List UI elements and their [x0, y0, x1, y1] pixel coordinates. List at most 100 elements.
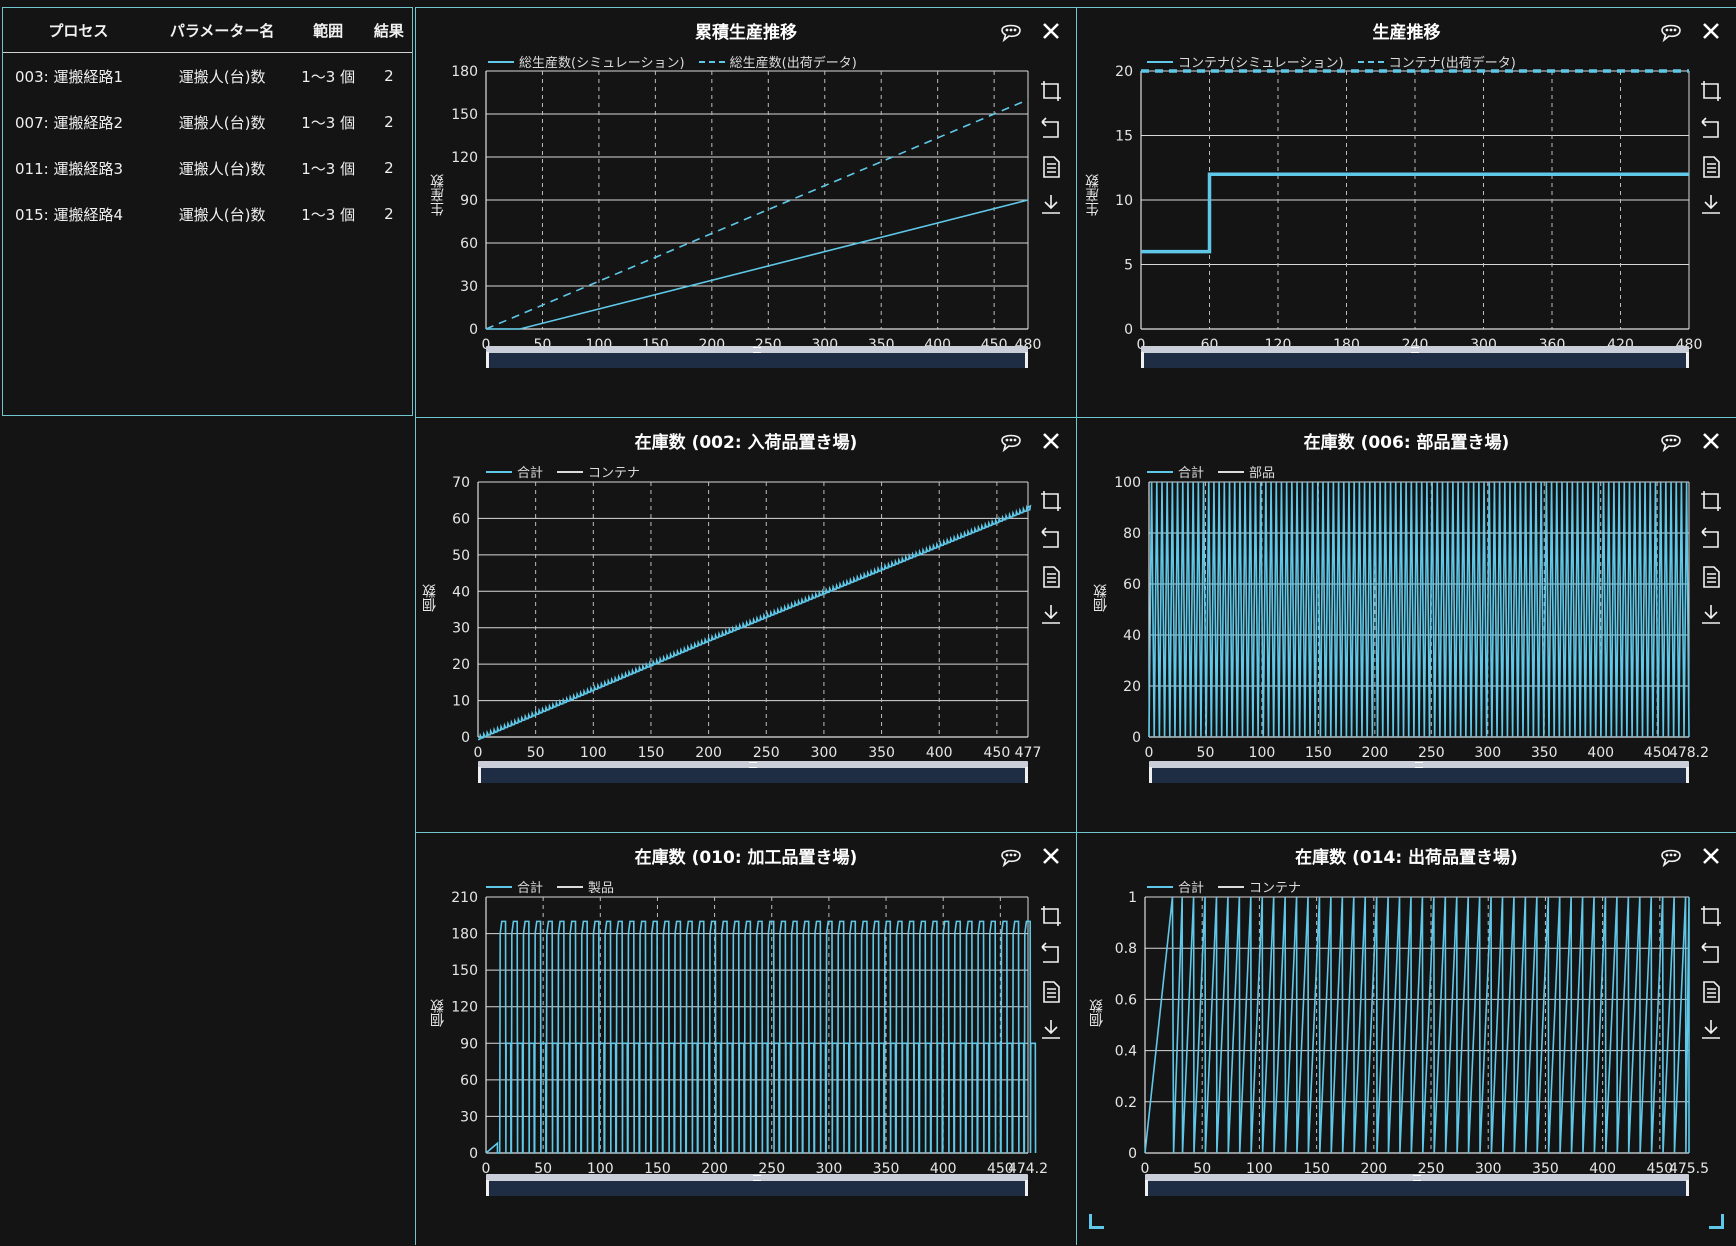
- chart-plot[interactable]: 0 30 60 90 120 150 180 210 0 50 100 150 200 250 300 350…: [416, 833, 1077, 1246]
- zoom-slider-grip[interactable]: [753, 347, 761, 353]
- zoom-slider-handle-left[interactable]: [486, 1180, 489, 1196]
- zoom-slider-grip[interactable]: [1415, 762, 1423, 768]
- legend-item[interactable]: 総生産数(出荷データ): [698, 52, 857, 71]
- legend-item[interactable]: 合計: [486, 462, 543, 481]
- zoom-slider-window[interactable]: [1145, 1181, 1689, 1196]
- comment-icon[interactable]: [998, 428, 1024, 454]
- zoom-slider-window[interactable]: [486, 1181, 1028, 1196]
- comment-icon[interactable]: [998, 18, 1024, 44]
- zoom-slider-window[interactable]: [478, 768, 1028, 783]
- zoom-select-icon[interactable]: [1698, 488, 1724, 514]
- download-icon[interactable]: [1698, 1017, 1724, 1043]
- data-zoom-slider[interactable]: [478, 761, 1028, 783]
- header-range[interactable]: 範囲: [290, 8, 366, 53]
- zoom-slider-track[interactable]: [1141, 346, 1689, 353]
- zoom-select-icon[interactable]: [1698, 903, 1724, 929]
- legend-item[interactable]: コンテナ: [1218, 877, 1301, 896]
- chart-plot[interactable]: 0 10 20 30 40 50 60 70 0 50 100 150 200 250 300 350 400 4…: [416, 418, 1077, 833]
- download-icon[interactable]: [1038, 602, 1064, 628]
- table-row[interactable]: 015: 運搬経路4 運搬人(台)数 1～3 個 2: [3, 191, 412, 237]
- zoom-slider-handle-left[interactable]: [1149, 767, 1152, 783]
- zoom-reset-icon[interactable]: [1038, 116, 1064, 142]
- zoom-slider-window[interactable]: [486, 353, 1028, 368]
- comment-icon[interactable]: [998, 843, 1024, 869]
- legend-item[interactable]: コンテナ: [557, 462, 640, 481]
- close-icon[interactable]: [1698, 428, 1724, 454]
- zoom-slider-grip[interactable]: [753, 1175, 761, 1181]
- resize-corner-left[interactable]: [1089, 1214, 1104, 1229]
- zoom-reset-icon[interactable]: [1038, 526, 1064, 552]
- header-parameter-name[interactable]: パラメーター名: [153, 8, 291, 53]
- zoom-slider-grip[interactable]: [749, 762, 757, 768]
- zoom-slider-handle-right[interactable]: [1686, 352, 1689, 368]
- zoom-slider-handle-left[interactable]: [478, 767, 481, 783]
- table-row[interactable]: 003: 運搬経路1 運搬人(台)数 1～3 個 2: [3, 53, 412, 100]
- zoom-select-icon[interactable]: [1038, 78, 1064, 104]
- close-icon[interactable]: [1038, 18, 1064, 44]
- chart-plot[interactable]: 0 0.2 0.4 0.6 0.8 1 0 50 100 150 200 250 300 350 400 45…: [1077, 833, 1736, 1246]
- zoom-reset-icon[interactable]: [1698, 526, 1724, 552]
- zoom-select-icon[interactable]: [1038, 488, 1064, 514]
- table-row[interactable]: 007: 運搬経路2 運搬人(台)数 1～3 個 2: [3, 99, 412, 145]
- download-icon[interactable]: [1038, 1017, 1064, 1043]
- header-result[interactable]: 結果: [365, 8, 412, 53]
- zoom-slider-handle-left[interactable]: [1145, 1180, 1148, 1196]
- legend-item[interactable]: 合計: [1147, 877, 1204, 896]
- comment-icon[interactable]: [1658, 428, 1684, 454]
- download-icon[interactable]: [1698, 602, 1724, 628]
- legend-item[interactable]: 総生産数(シミュレーション): [488, 52, 685, 71]
- zoom-slider-window[interactable]: [1141, 353, 1689, 368]
- close-icon[interactable]: [1038, 843, 1064, 869]
- table-row[interactable]: 011: 運搬経路3 運搬人(台)数 1～3 個 2: [3, 145, 412, 191]
- close-icon[interactable]: [1698, 18, 1724, 44]
- zoom-slider-handle-right[interactable]: [1025, 1180, 1028, 1196]
- data-zoom-slider[interactable]: [1145, 1174, 1689, 1196]
- data-zoom-slider[interactable]: [1141, 346, 1689, 368]
- close-icon[interactable]: [1038, 428, 1064, 454]
- zoom-slider-window[interactable]: [1149, 768, 1689, 783]
- zoom-reset-icon[interactable]: [1038, 941, 1064, 967]
- zoom-slider-track[interactable]: [1149, 761, 1689, 768]
- data-view-icon[interactable]: [1038, 564, 1064, 590]
- legend-item[interactable]: 合計: [1147, 462, 1204, 481]
- zoom-slider-handle-left[interactable]: [486, 352, 489, 368]
- zoom-slider-track[interactable]: [486, 1174, 1028, 1181]
- zoom-slider-handle-right[interactable]: [1025, 767, 1028, 783]
- data-view-icon[interactable]: [1038, 979, 1064, 1005]
- zoom-slider-handle-right[interactable]: [1686, 767, 1689, 783]
- download-icon[interactable]: [1698, 192, 1724, 218]
- comment-icon[interactable]: [1658, 843, 1684, 869]
- legend-item[interactable]: コンテナ(シミュレーション): [1147, 52, 1344, 71]
- data-view-icon[interactable]: [1698, 564, 1724, 590]
- zoom-slider-handle-right[interactable]: [1686, 1180, 1689, 1196]
- data-view-icon[interactable]: [1698, 154, 1724, 180]
- comment-icon[interactable]: [1658, 18, 1684, 44]
- zoom-reset-icon[interactable]: [1698, 941, 1724, 967]
- data-view-icon[interactable]: [1038, 154, 1064, 180]
- data-view-icon[interactable]: [1698, 979, 1724, 1005]
- zoom-slider-handle-left[interactable]: [1141, 352, 1144, 368]
- zoom-select-icon[interactable]: [1698, 78, 1724, 104]
- header-process[interactable]: プロセス: [3, 8, 154, 53]
- zoom-reset-icon[interactable]: [1698, 116, 1724, 142]
- data-zoom-slider[interactable]: [486, 346, 1028, 368]
- data-zoom-slider[interactable]: [1149, 761, 1689, 783]
- zoom-slider-track[interactable]: [486, 346, 1028, 353]
- data-zoom-slider[interactable]: [486, 1174, 1028, 1196]
- y-tick-label: 60: [1123, 577, 1141, 593]
- legend-item[interactable]: コンテナ(出荷データ): [1357, 52, 1516, 71]
- download-icon[interactable]: [1038, 192, 1064, 218]
- zoom-slider-grip[interactable]: [1411, 347, 1419, 353]
- zoom-select-icon[interactable]: [1038, 903, 1064, 929]
- chart-plot[interactable]: 0 20 40 60 80 100 0 50 100 150 200 250 300 350 400 4504…: [1077, 418, 1736, 833]
- legend-item[interactable]: 合計: [486, 877, 543, 896]
- zoom-slider-track[interactable]: [1145, 1174, 1689, 1181]
- legend-item[interactable]: 部品: [1218, 462, 1275, 481]
- legend-item[interactable]: 製品: [557, 877, 614, 896]
- zoom-slider-track[interactable]: [478, 761, 1028, 768]
- resize-corner-right[interactable]: [1709, 1214, 1724, 1229]
- zoom-slider-grip[interactable]: [1413, 1175, 1421, 1181]
- zoom-slider-handle-right[interactable]: [1025, 352, 1028, 368]
- close-icon[interactable]: [1698, 843, 1724, 869]
